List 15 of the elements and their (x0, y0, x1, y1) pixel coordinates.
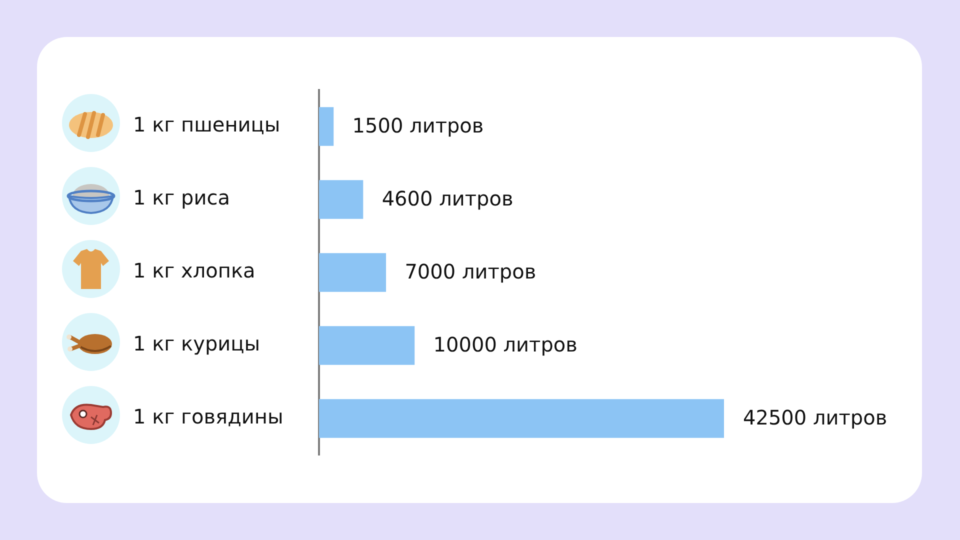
bar (319, 399, 724, 438)
data-label: 4600 литров (382, 186, 514, 211)
data-label: 10000 литров (433, 332, 578, 357)
y-tick-label: 1 кг пшеницы (133, 112, 280, 137)
bar (319, 107, 334, 146)
data-label: 1500 литров (352, 114, 484, 138)
y-tick-label: 1 кг курицы (133, 332, 260, 356)
bar (319, 326, 415, 365)
data-label: 7000 литров (404, 260, 536, 284)
y-tick-label: 1 кг хлопка (133, 258, 256, 283)
data-label: 42500 литров (743, 406, 888, 430)
bar (319, 253, 386, 292)
y-tick-label: 1 кг риса (133, 186, 230, 210)
y-tick-label: 1 кг говядины (133, 404, 284, 429)
bar (319, 180, 364, 219)
